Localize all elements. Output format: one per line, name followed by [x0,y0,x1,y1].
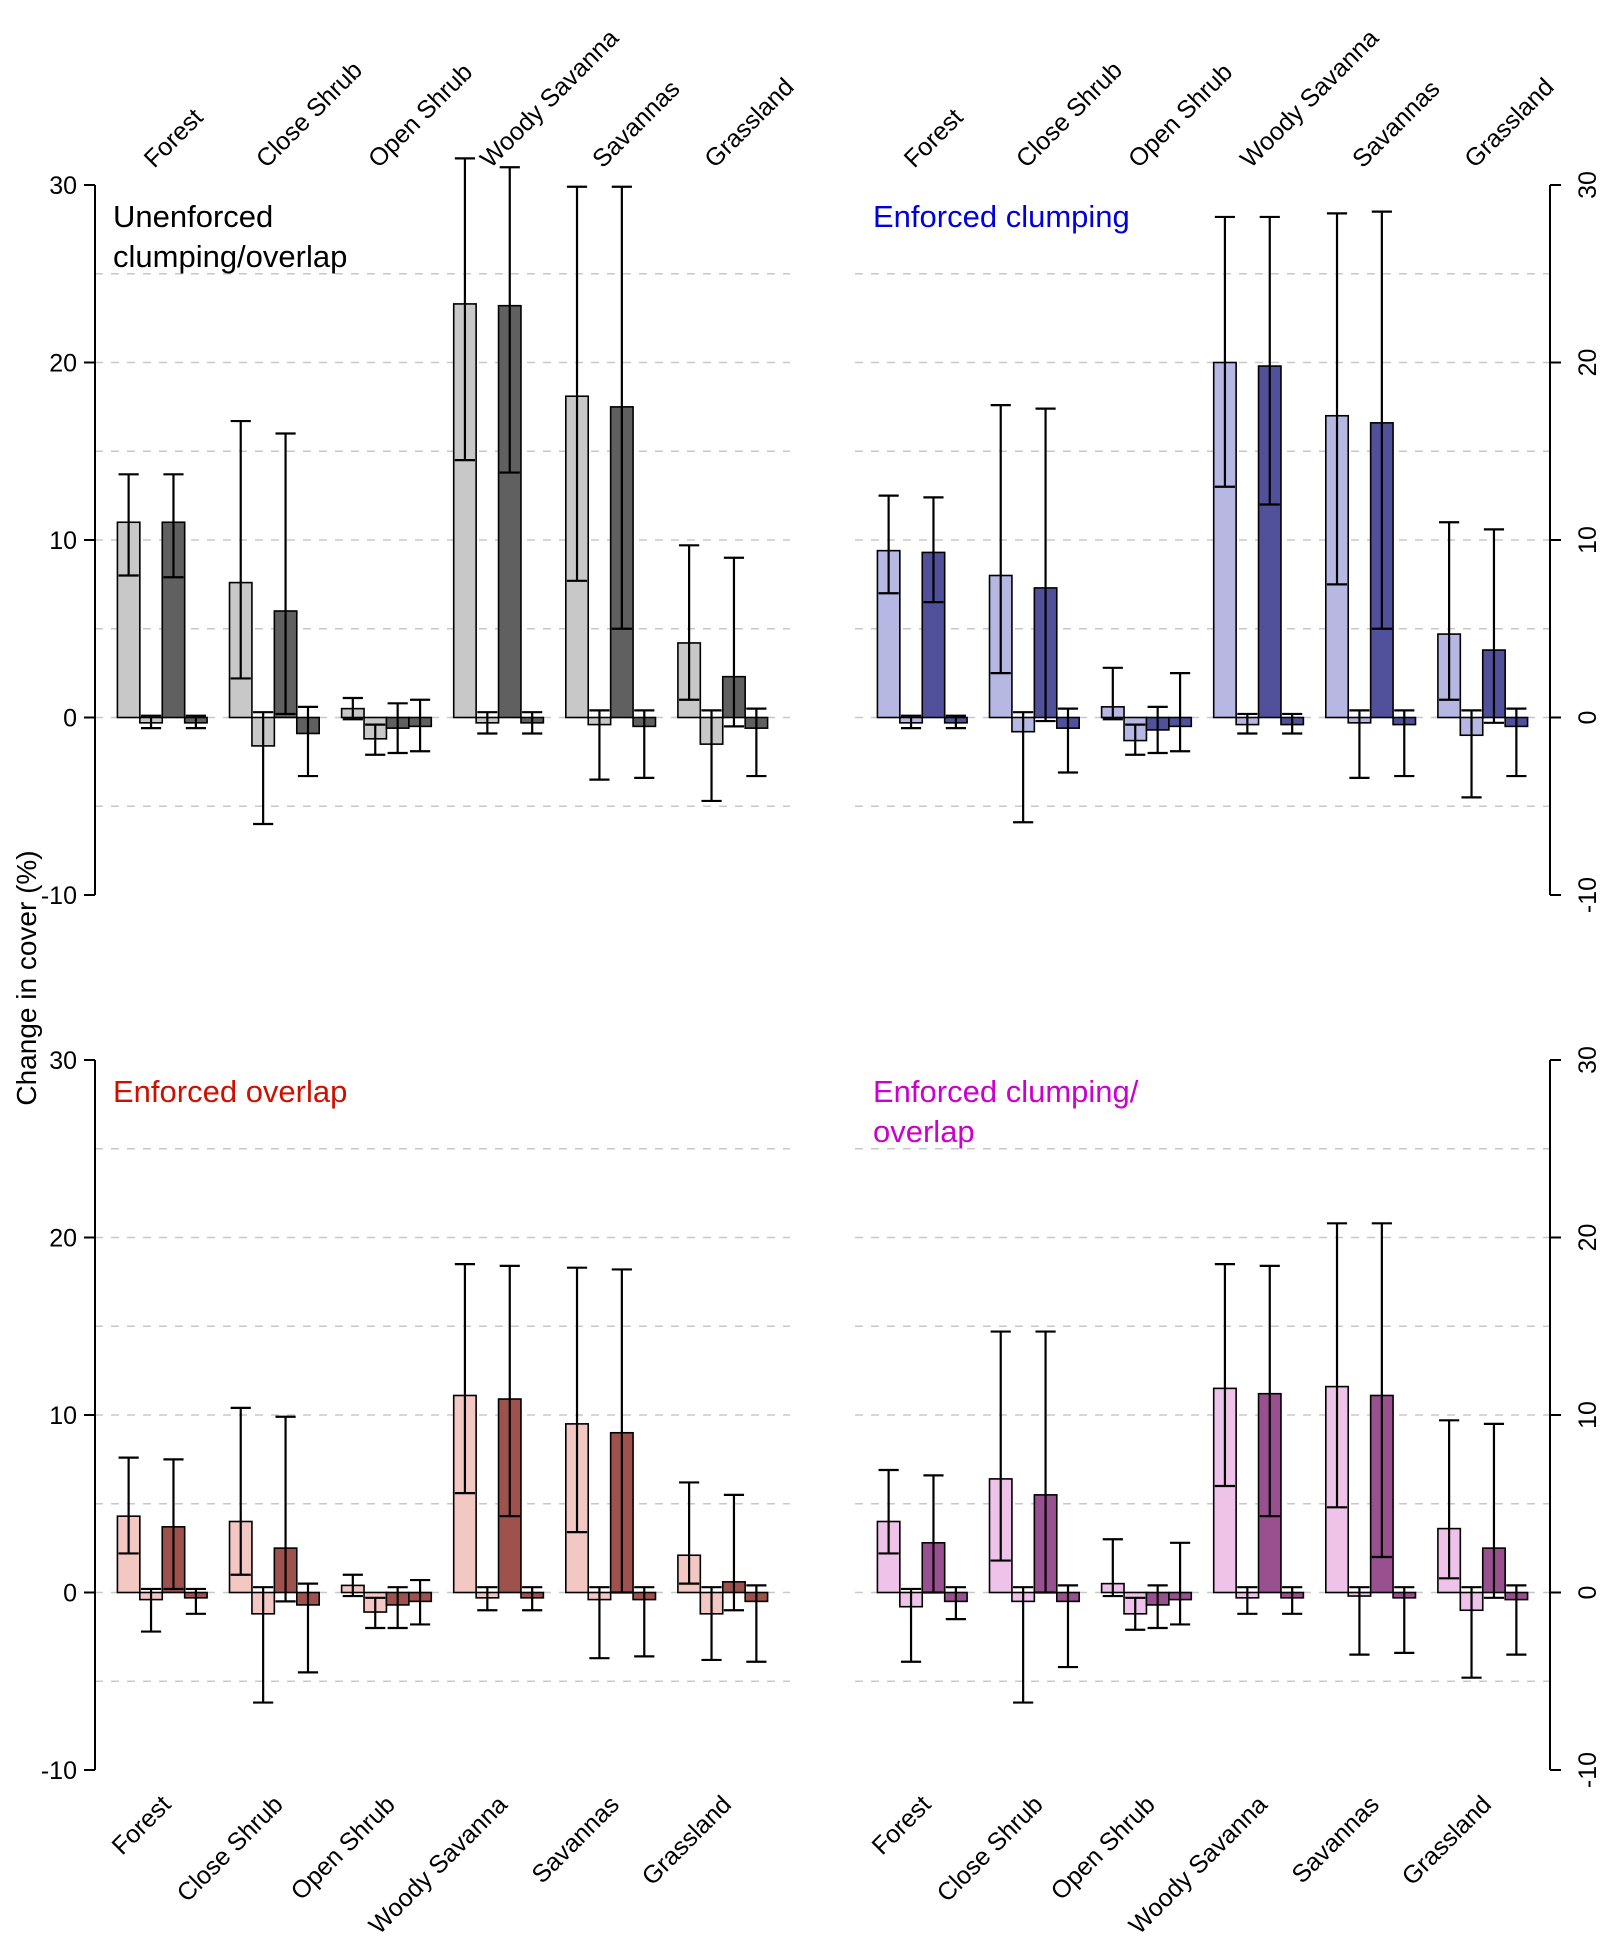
tick-label: -10 [41,1757,77,1785]
tick-label: 0 [63,1580,77,1608]
tick-label: 0 [1574,1586,1602,1600]
tick-label: 30 [49,172,77,200]
panel-title: overlap [873,1114,975,1149]
category-label: Grassland [1397,1790,1497,1890]
category-label: Close Shrub [932,1790,1049,1907]
category-label: Grassland [637,1790,737,1890]
tick-label: 20 [49,350,77,378]
tick-label: 30 [49,1047,77,1075]
category-label: Savannas [1347,75,1445,173]
tick-label: 10 [1574,1401,1602,1429]
panel-title: Enforced overlap [113,1074,347,1109]
category-label: Savannas [587,75,685,173]
category-label: Savannas [526,1790,624,1888]
tick-label: 10 [1574,526,1602,554]
tick-label: 0 [1574,711,1602,725]
tick-label: 0 [63,705,77,733]
tick-label: 10 [49,1402,77,1430]
tick-label: 20 [1574,349,1602,377]
category-label: Forest [899,103,969,173]
tick-label: 30 [1574,1046,1602,1074]
category-label: Grassland [699,73,799,173]
panel-title: Enforced clumping/ [873,1074,1139,1109]
category-label: Savannas [1286,1790,1384,1888]
category-label: Close Shrub [1011,56,1128,173]
category-label: Open Shrub [286,1790,401,1905]
category-label: Open Shrub [363,58,478,173]
tick-label: 30 [1574,171,1602,199]
category-label: Open Shrub [1046,1790,1161,1905]
tick-label: -10 [41,882,77,910]
panel-title: clumping/overlap [113,239,347,274]
tick-label: 20 [1574,1224,1602,1252]
y-axis-label: Change in cover (%) [11,850,42,1105]
panel-title: Enforced clumping [873,199,1130,234]
category-label: Forest [867,1790,937,1860]
tick-label: 10 [49,527,77,555]
tick-label: -10 [1574,1752,1602,1788]
tick-label: 20 [49,1225,77,1253]
category-label: Forest [107,1790,177,1860]
panel-title: Unenforced [113,199,273,234]
tick-label: -10 [1574,877,1602,913]
category-label: Close Shrub [251,56,368,173]
category-label: Open Shrub [1123,58,1238,173]
category-label: Close Shrub [172,1790,289,1907]
category-label: Forest [139,103,209,173]
category-label: Grassland [1459,73,1559,173]
